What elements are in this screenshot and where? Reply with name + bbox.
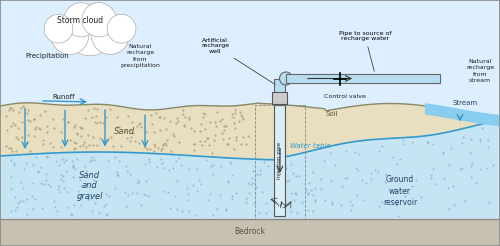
Circle shape — [280, 72, 292, 85]
Circle shape — [51, 16, 88, 54]
Polygon shape — [0, 0, 500, 118]
Text: Natural
recharge
from
stream: Natural recharge from stream — [466, 59, 494, 83]
Polygon shape — [0, 0, 500, 106]
Text: Injection pipe: Injection pipe — [278, 142, 282, 179]
Bar — [286, 74, 440, 83]
Circle shape — [64, 3, 98, 37]
Text: Water table: Water table — [290, 143, 331, 150]
Polygon shape — [0, 120, 500, 218]
Text: Soil: Soil — [325, 110, 338, 117]
Bar — [255, 106, 305, 218]
Text: Sand
and
gravel: Sand and gravel — [77, 171, 104, 201]
Polygon shape — [0, 218, 500, 246]
Text: Precipitation: Precipitation — [25, 53, 69, 59]
Circle shape — [44, 14, 73, 43]
Text: Sand: Sand — [114, 126, 136, 136]
Text: Storm cloud: Storm cloud — [57, 16, 103, 25]
Polygon shape — [0, 103, 500, 160]
Bar — [274, 106, 285, 216]
Circle shape — [82, 3, 116, 37]
Text: Runoff: Runoff — [52, 94, 75, 100]
Circle shape — [107, 14, 136, 43]
Circle shape — [65, 6, 115, 56]
Text: Stream: Stream — [452, 100, 477, 106]
Text: Bedrock: Bedrock — [234, 228, 266, 236]
Text: Pipe to source of
recharge water: Pipe to source of recharge water — [339, 31, 391, 71]
Text: Ground
water
reservoir: Ground water reservoir — [383, 175, 417, 207]
Bar — [272, 92, 287, 105]
Text: Control valve: Control valve — [324, 93, 366, 98]
Text: Natural
recharge
from
precipitation: Natural recharge from precipitation — [120, 44, 160, 68]
Bar — [274, 78, 285, 106]
Text: Artificial
recharge
well: Artificial recharge well — [201, 38, 275, 85]
Circle shape — [92, 16, 129, 54]
